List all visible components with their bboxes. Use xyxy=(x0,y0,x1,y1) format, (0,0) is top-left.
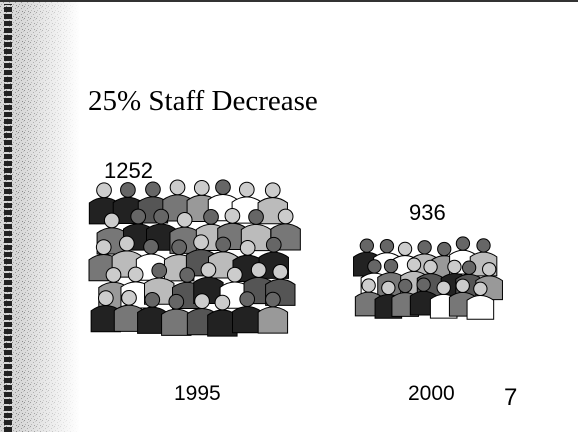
person-head xyxy=(214,294,231,311)
person-head xyxy=(265,291,281,308)
person-head xyxy=(215,179,231,196)
person-head xyxy=(461,260,477,275)
person-head xyxy=(203,209,219,225)
person-head xyxy=(144,291,161,308)
person-body xyxy=(232,305,263,334)
person-head xyxy=(383,258,399,274)
person-head xyxy=(103,212,120,229)
person-head xyxy=(168,293,185,310)
person-head xyxy=(97,290,114,306)
person-head xyxy=(265,236,282,253)
person-head xyxy=(105,267,122,283)
count-label: 936 xyxy=(409,200,446,225)
person-head xyxy=(476,238,491,253)
person-head xyxy=(171,239,187,256)
person-head xyxy=(248,209,264,225)
person-head xyxy=(121,289,137,306)
person-head xyxy=(250,262,267,278)
person-head xyxy=(179,267,196,283)
person-head xyxy=(397,241,413,257)
year-label: 1995 xyxy=(174,382,221,405)
person-head xyxy=(120,182,136,198)
person-body xyxy=(466,294,495,320)
person-body xyxy=(161,308,192,336)
person-head xyxy=(367,259,382,274)
person-head xyxy=(193,179,210,196)
side-dashes xyxy=(4,4,12,432)
person-head xyxy=(96,182,112,199)
person-head xyxy=(277,208,294,225)
person-head xyxy=(482,262,497,277)
person-head xyxy=(127,266,144,283)
person-head xyxy=(143,238,159,255)
person-head xyxy=(238,181,255,198)
person-head xyxy=(169,179,186,196)
person-head xyxy=(398,278,413,294)
count-label: 1252 xyxy=(104,158,153,183)
person-head xyxy=(145,181,161,198)
person-head xyxy=(224,207,241,224)
person-head xyxy=(194,293,210,309)
crowd-clipart xyxy=(353,236,503,320)
crowd-clipart xyxy=(88,179,301,337)
person-head xyxy=(193,234,209,251)
side-fade xyxy=(20,0,80,432)
person-head xyxy=(381,280,396,295)
person-head xyxy=(95,239,112,255)
person-body xyxy=(257,306,289,334)
year-label: 2000 xyxy=(408,382,455,405)
person-head xyxy=(455,278,470,293)
person-head xyxy=(423,259,438,275)
person-head xyxy=(239,291,256,307)
person-head xyxy=(406,257,422,272)
person-head xyxy=(473,281,488,296)
person-head xyxy=(455,236,471,251)
person-head xyxy=(417,240,432,255)
person-head xyxy=(379,238,395,254)
person-head xyxy=(118,235,135,252)
person-head xyxy=(416,277,431,292)
person-head xyxy=(264,182,281,199)
person-head xyxy=(226,266,243,283)
person-head xyxy=(436,280,451,295)
person-head xyxy=(361,278,376,293)
person-head xyxy=(176,211,193,228)
person-head xyxy=(215,236,232,253)
person-head xyxy=(130,208,147,225)
slide-title: 25% Staff Decrease xyxy=(88,85,318,117)
person-head xyxy=(153,208,170,225)
person-head xyxy=(447,259,462,275)
page-number: 7 xyxy=(504,384,517,411)
person-head xyxy=(151,262,168,279)
person-head xyxy=(200,262,217,278)
person-head xyxy=(359,238,374,253)
person-head xyxy=(239,239,256,256)
person-head xyxy=(272,263,289,280)
person-head xyxy=(437,241,452,257)
